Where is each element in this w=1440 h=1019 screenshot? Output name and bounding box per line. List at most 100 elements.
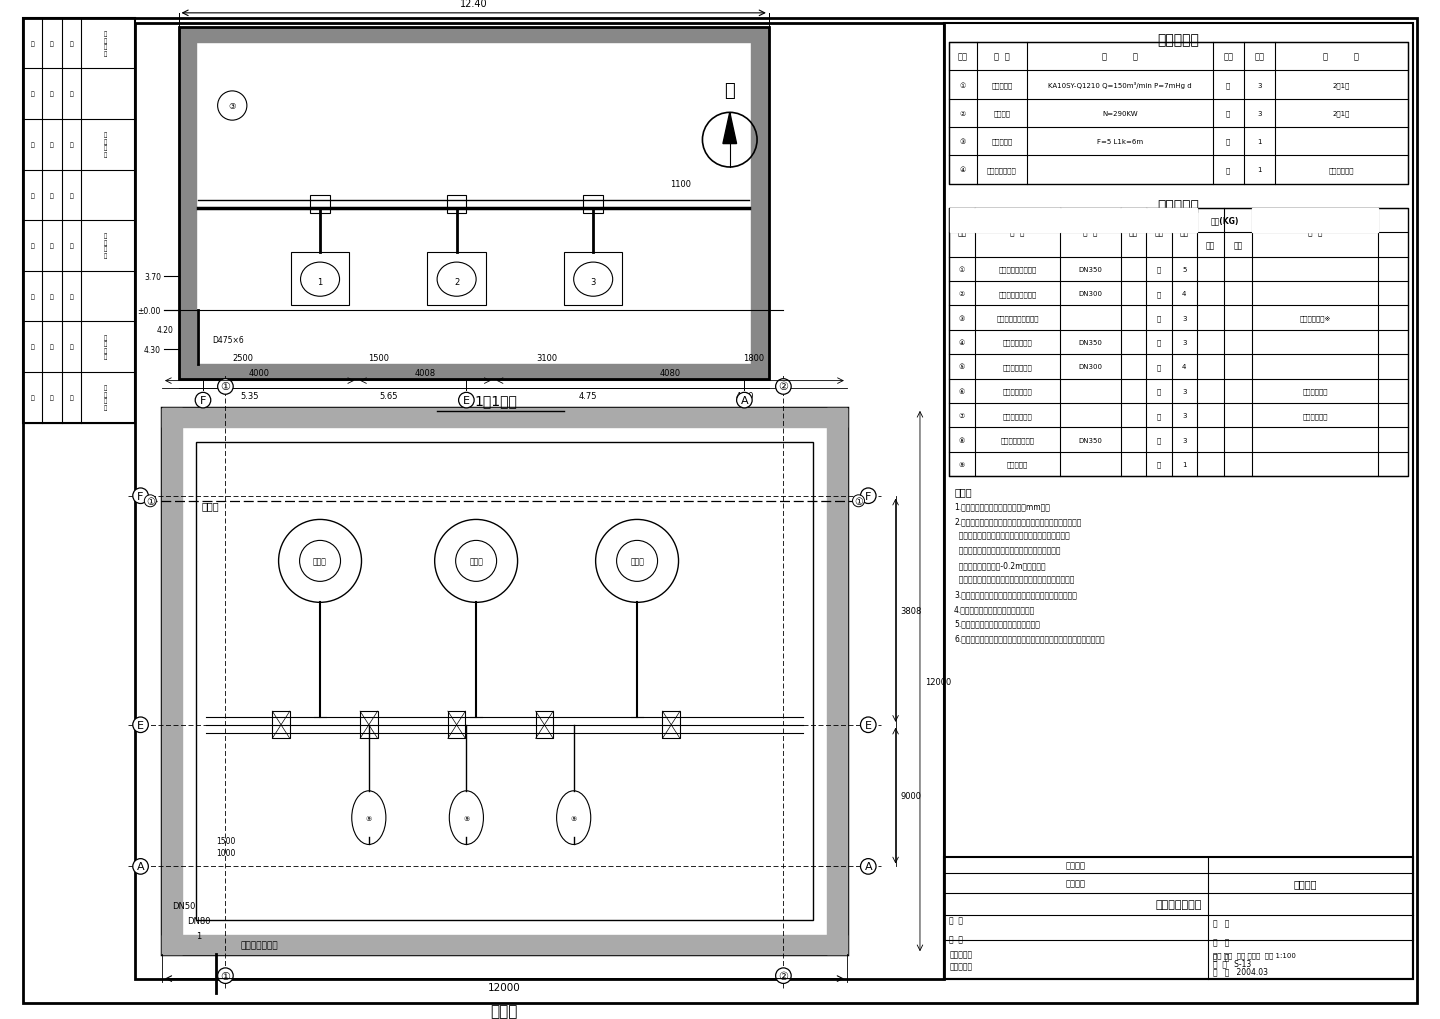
- Text: 4.30: 4.30: [144, 345, 161, 355]
- Bar: [23, 18, 135, 423]
- Text: 理: 理: [50, 143, 53, 148]
- Text: 校   核: 校 核: [1212, 918, 1228, 927]
- Polygon shape: [975, 209, 1060, 232]
- Bar: [360, 711, 377, 739]
- Text: 工: 工: [69, 193, 73, 199]
- Text: 3: 3: [1182, 437, 1187, 443]
- Text: 个: 个: [1156, 437, 1161, 443]
- Polygon shape: [179, 29, 196, 379]
- Text: 施: 施: [30, 395, 35, 400]
- Text: 进口消声过滤器: 进口消声过滤器: [1002, 388, 1032, 394]
- Text: 4.20: 4.20: [157, 326, 174, 335]
- Bar: [135, 23, 945, 978]
- Text: ②: ②: [960, 111, 966, 117]
- Text: 1: 1: [1257, 139, 1261, 145]
- Polygon shape: [1253, 209, 1378, 232]
- Text: 5: 5: [1182, 267, 1187, 273]
- Bar: [662, 711, 680, 739]
- Text: ⑨: ⑨: [959, 462, 965, 468]
- Text: 个: 个: [1156, 364, 1161, 370]
- Text: ⑨: ⑨: [464, 815, 469, 821]
- Text: 法兰式手动蝶阀: 法兰式手动蝶阀: [1002, 364, 1032, 370]
- Text: ⑨: ⑨: [366, 815, 372, 821]
- Text: 1.本图尺寸标高以㎜计，其余均以mm计。: 1.本图尺寸标高以㎜计，其余均以mm计。: [955, 502, 1050, 512]
- Text: ±0.00: ±0.00: [138, 307, 161, 316]
- Text: 单: 单: [50, 293, 53, 300]
- Text: 名  称: 名 称: [1011, 228, 1025, 237]
- Text: 与鼓风机配套※: 与鼓风机配套※: [1299, 315, 1331, 322]
- Text: 项目负责人: 项目负责人: [949, 950, 972, 958]
- Text: 备  注: 备 注: [1308, 228, 1322, 237]
- Text: 套: 套: [1156, 462, 1161, 468]
- Text: 1500: 1500: [369, 354, 390, 363]
- Text: KA10SY-Q1210 Q=150m³/min P=7mHg d: KA10SY-Q1210 Q=150m³/min P=7mHg d: [1048, 82, 1192, 89]
- Text: 4: 4: [1182, 291, 1187, 297]
- Text: 鼓风机: 鼓风机: [469, 556, 482, 566]
- Text: F=5 L1k=6m: F=5 L1k=6m: [1097, 139, 1143, 145]
- Text: ①: ①: [960, 83, 966, 89]
- Text: 设: 设: [69, 395, 73, 400]
- Text: 单: 单: [69, 293, 73, 300]
- Text: E: E: [137, 720, 144, 730]
- Text: ⑧: ⑧: [959, 437, 965, 443]
- Text: 2: 2: [454, 277, 459, 286]
- Bar: [163, 409, 847, 954]
- Text: D475×6: D475×6: [213, 335, 245, 344]
- Polygon shape: [1172, 209, 1197, 232]
- Text: 离心鼓风机: 离心鼓风机: [991, 83, 1012, 89]
- Text: ①: ①: [959, 267, 965, 273]
- Text: 4000: 4000: [249, 368, 271, 377]
- Text: 配套电机: 配套电机: [994, 110, 1011, 117]
- Text: 位: 位: [50, 41, 53, 47]
- Text: 法兰式逆止止回阀: 法兰式逆止止回阀: [1001, 437, 1034, 443]
- Bar: [949, 209, 1408, 477]
- Text: 材料: 材料: [1129, 216, 1138, 225]
- Text: 说明：: 说明：: [955, 486, 972, 496]
- Text: 施: 施: [30, 193, 35, 199]
- Text: 与鼓风机配套: 与鼓风机配套: [1329, 167, 1354, 173]
- Text: ②: ②: [779, 382, 789, 392]
- Text: 1500: 1500: [216, 837, 235, 845]
- Text: 材料: 材料: [1129, 228, 1138, 237]
- Text: DN350: DN350: [1079, 339, 1103, 345]
- Text: 冷却管放在鼓风机房屋面上，循环水泵设在室内。: 冷却管放在鼓风机房屋面上，循环水泵设在室内。: [955, 546, 1061, 555]
- Text: 称: 称: [69, 41, 73, 47]
- Text: A: A: [137, 861, 144, 871]
- Text: 3.70: 3.70: [144, 272, 161, 281]
- Text: 3808: 3808: [900, 606, 922, 615]
- Text: ③: ③: [960, 139, 966, 145]
- Text: 4080: 4080: [660, 368, 681, 377]
- Text: 1: 1: [317, 277, 323, 286]
- Text: 位: 位: [69, 244, 73, 249]
- Text: 工
程
名
称: 工 程 名 称: [104, 132, 107, 158]
- Text: 个: 个: [1156, 339, 1161, 346]
- Bar: [583, 196, 603, 214]
- Polygon shape: [179, 29, 769, 43]
- Text: 2.鼓风机冷却系统为水冷式，设备由鼓风机供货商配套提供。: 2.鼓风机冷却系统为水冷式，设备由鼓风机供货商配套提供。: [955, 517, 1081, 526]
- Polygon shape: [1061, 209, 1120, 232]
- Bar: [310, 196, 330, 214]
- Text: 工: 工: [30, 344, 35, 351]
- Text: 名  称: 名 称: [1011, 216, 1025, 225]
- Text: 单位: 单位: [1223, 53, 1233, 62]
- Text: 鼓风机房工艺图: 鼓风机房工艺图: [1155, 900, 1201, 909]
- Text: 名  客: 名 客: [994, 53, 1009, 62]
- Text: DN50: DN50: [171, 902, 196, 910]
- Text: DN350: DN350: [1079, 437, 1103, 443]
- Text: 名: 名: [69, 92, 73, 98]
- Text: F: F: [865, 491, 871, 501]
- Text: 审  核: 审 核: [949, 934, 963, 944]
- Text: 1: 1: [1182, 462, 1187, 468]
- Bar: [291, 253, 350, 306]
- Text: 12000: 12000: [488, 982, 521, 993]
- Text: 1－1剖面: 1－1剖面: [474, 393, 517, 408]
- Text: 重量(KG): 重量(KG): [1210, 216, 1238, 225]
- Polygon shape: [1146, 209, 1171, 232]
- Text: ①: ①: [220, 382, 230, 392]
- Polygon shape: [1122, 209, 1146, 232]
- Text: 3: 3: [1182, 413, 1187, 419]
- Text: E: E: [462, 395, 469, 406]
- Text: 个: 个: [1156, 388, 1161, 394]
- Text: ②: ②: [959, 291, 965, 297]
- Text: 3: 3: [1182, 316, 1187, 321]
